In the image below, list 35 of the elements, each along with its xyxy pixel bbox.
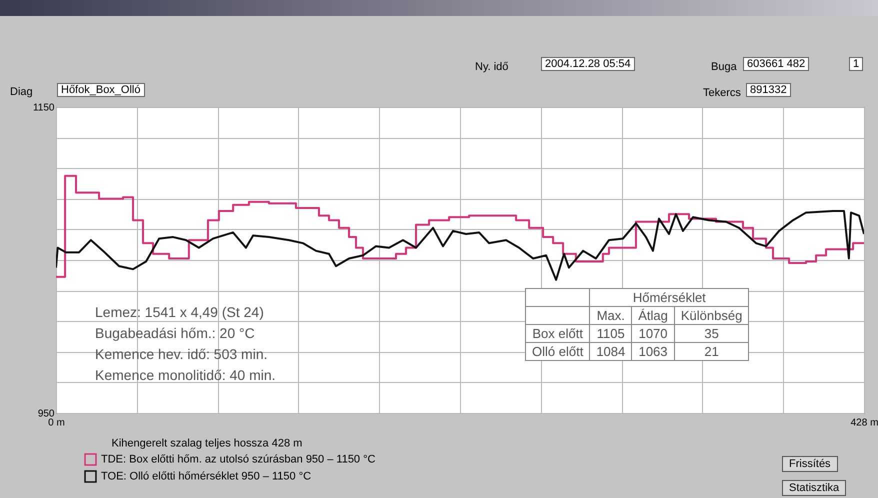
annotation: Hőmérséklet	[590, 288, 749, 306]
text: 891332	[746, 83, 791, 97]
annotation: 21	[674, 342, 749, 360]
annotation: Kemence hev. idő: 503 min.	[95, 345, 269, 364]
text: Buga	[711, 61, 737, 73]
annotation: Átlag	[632, 306, 674, 324]
annotation: 35	[674, 324, 749, 342]
text: 603661 482	[743, 57, 810, 71]
annotation: Box előtt	[526, 324, 590, 342]
x-tick-label: 428 m	[850, 418, 878, 428]
legend-label: TOE: Olló előtti hőmérséklet 950 – 1150 °C	[101, 470, 312, 482]
y-tick-label: 1150	[32, 102, 55, 114]
text: Hőfok_Box_Olló	[57, 83, 144, 97]
text: 1	[849, 57, 864, 71]
annotation: Max.	[590, 306, 632, 324]
annotation: Bugabeadási hőm.: 20 °C	[95, 324, 256, 343]
x-axis-title: Kihengerelt szalag teljes hossza 428 m	[112, 438, 302, 450]
annotation: Kemence monolitidő: 40 min.	[95, 366, 276, 385]
annotation: 1063	[632, 342, 674, 360]
text: Diag	[10, 86, 33, 98]
annotation: Olló előtt	[526, 342, 590, 360]
legend-label: TDE: Box előtti hőm. az utolsó szúrásban 950 – 1150 °C	[101, 454, 376, 466]
text: 2004.12.28 05:54	[541, 57, 635, 71]
line-series	[56, 210, 864, 281]
x-tick-label: 0 m	[48, 418, 65, 428]
text: Tekercs	[703, 87, 741, 99]
annotation: Lemez: 1541 x 4,49 (St 24)	[95, 303, 265, 322]
y-tick-label: 950	[38, 408, 55, 420]
annotation: 1084	[590, 342, 632, 360]
annotation: 1070	[632, 324, 674, 342]
annotation: Különbség	[674, 306, 749, 324]
text: Frissítés	[782, 456, 838, 472]
text: Statisztika	[782, 480, 846, 496]
annotation: 1105	[590, 324, 632, 342]
text: Ny. idő	[475, 61, 508, 73]
